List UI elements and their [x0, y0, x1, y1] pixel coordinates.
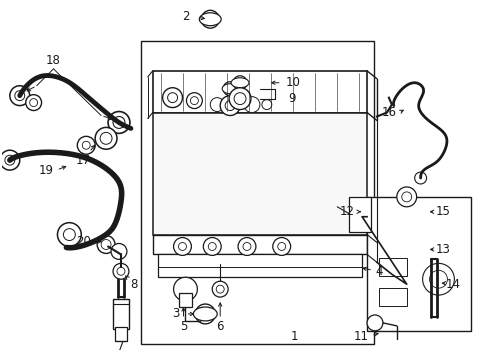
Circle shape: [200, 309, 210, 319]
Circle shape: [113, 117, 125, 129]
Circle shape: [216, 285, 224, 293]
Text: 16: 16: [381, 106, 396, 119]
Text: 19: 19: [39, 163, 54, 176]
Bar: [349, 197, 371, 231]
Bar: [379, 258, 407, 276]
Circle shape: [223, 82, 237, 96]
Circle shape: [225, 100, 235, 111]
Circle shape: [238, 238, 256, 255]
Text: 17: 17: [76, 154, 91, 167]
Bar: [178, 293, 193, 307]
Circle shape: [430, 270, 447, 288]
Circle shape: [415, 172, 427, 184]
Circle shape: [262, 100, 272, 109]
Circle shape: [228, 99, 240, 111]
Ellipse shape: [222, 84, 238, 94]
Bar: [115, 327, 127, 341]
Circle shape: [414, 244, 424, 255]
Ellipse shape: [408, 243, 430, 256]
Circle shape: [57, 223, 81, 247]
Circle shape: [25, 95, 42, 111]
Text: 4: 4: [375, 265, 383, 278]
Bar: [367, 197, 471, 331]
Circle shape: [410, 240, 428, 258]
Text: 2: 2: [182, 10, 189, 23]
Bar: [158, 255, 362, 277]
Text: 1: 1: [291, 330, 298, 343]
Circle shape: [0, 150, 20, 170]
Circle shape: [178, 243, 187, 251]
Circle shape: [244, 96, 260, 113]
Circle shape: [187, 93, 202, 109]
Text: 8: 8: [130, 278, 138, 291]
Circle shape: [30, 99, 38, 107]
Text: 10: 10: [285, 76, 300, 89]
Circle shape: [201, 10, 219, 28]
Ellipse shape: [409, 206, 429, 218]
Circle shape: [63, 229, 75, 240]
Circle shape: [402, 192, 412, 202]
Text: 11: 11: [354, 330, 368, 343]
Text: 9: 9: [288, 92, 295, 105]
Text: 12: 12: [340, 205, 355, 218]
Circle shape: [191, 96, 198, 105]
Circle shape: [273, 238, 291, 255]
Circle shape: [111, 243, 127, 260]
Circle shape: [163, 88, 182, 108]
Circle shape: [367, 315, 383, 331]
Bar: [113, 299, 129, 329]
Bar: [141, 41, 374, 344]
Text: 7: 7: [117, 340, 125, 353]
Circle shape: [234, 93, 246, 105]
Text: 5: 5: [180, 320, 187, 333]
Bar: [153, 71, 367, 113]
Circle shape: [206, 15, 214, 23]
Circle shape: [220, 96, 240, 116]
Circle shape: [243, 243, 251, 251]
Circle shape: [278, 243, 286, 251]
Circle shape: [15, 91, 24, 100]
Bar: [153, 235, 367, 255]
Circle shape: [10, 86, 30, 105]
Circle shape: [415, 208, 422, 216]
Circle shape: [422, 264, 454, 295]
Circle shape: [210, 98, 224, 112]
Circle shape: [95, 127, 117, 149]
Circle shape: [203, 238, 221, 255]
Ellipse shape: [194, 307, 217, 321]
Text: 13: 13: [436, 243, 451, 256]
Circle shape: [173, 277, 197, 301]
Circle shape: [173, 238, 192, 255]
Text: 20: 20: [76, 235, 91, 248]
Text: 6: 6: [217, 320, 224, 333]
Circle shape: [168, 93, 177, 103]
Circle shape: [108, 112, 130, 133]
Circle shape: [196, 304, 215, 324]
Circle shape: [212, 281, 228, 297]
Bar: [153, 113, 367, 235]
Circle shape: [229, 88, 251, 109]
Circle shape: [77, 136, 95, 154]
Circle shape: [397, 187, 416, 207]
Ellipse shape: [231, 78, 249, 88]
Circle shape: [5, 155, 15, 165]
Circle shape: [113, 264, 129, 279]
Text: 15: 15: [436, 205, 451, 218]
Circle shape: [100, 132, 112, 144]
Ellipse shape: [199, 13, 221, 26]
Circle shape: [101, 239, 111, 249]
Circle shape: [117, 267, 125, 275]
Circle shape: [97, 235, 115, 253]
Text: 18: 18: [46, 54, 61, 67]
Circle shape: [233, 76, 247, 90]
Bar: [379, 288, 407, 306]
Text: 14: 14: [446, 278, 461, 291]
Circle shape: [208, 243, 216, 251]
Circle shape: [411, 204, 427, 220]
Circle shape: [82, 141, 90, 149]
Text: 3: 3: [172, 307, 179, 320]
